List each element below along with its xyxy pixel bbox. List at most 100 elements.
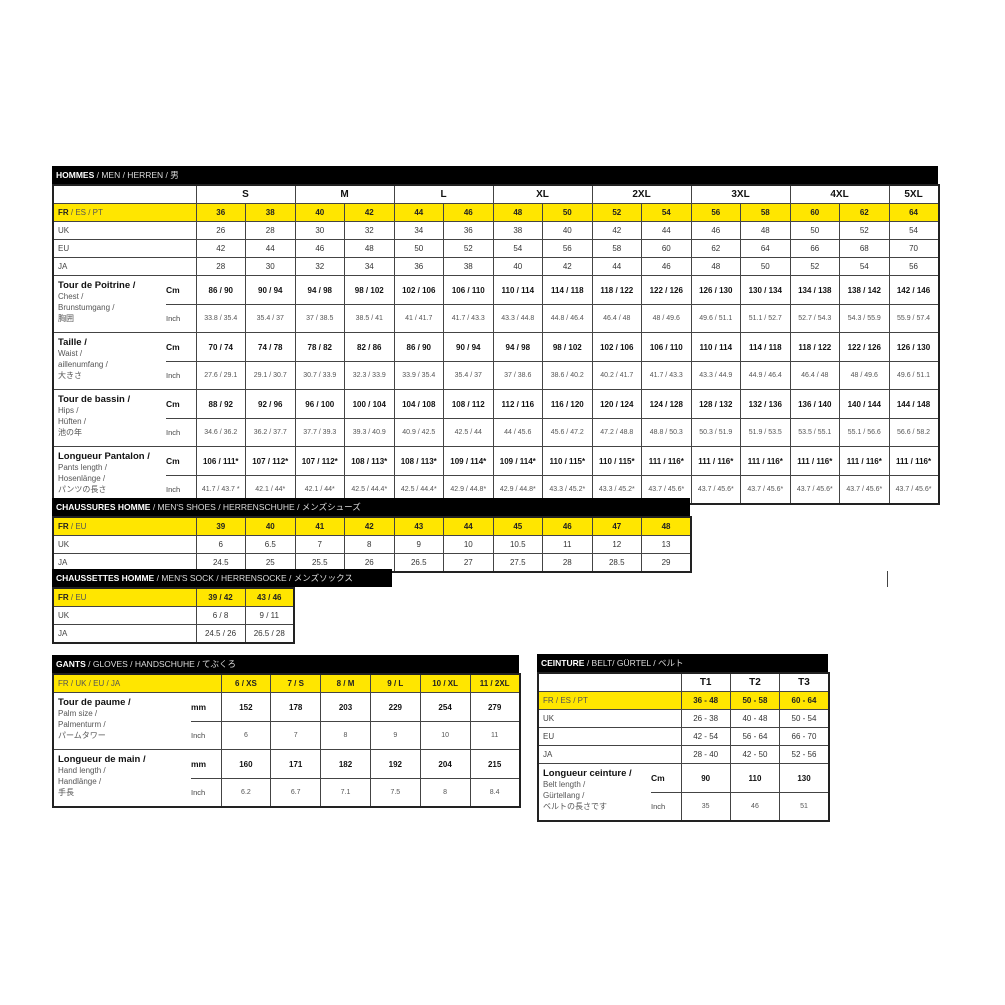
measure-value: 43.7 / 45.6* (690, 475, 742, 505)
measure-value: 74 / 78 (245, 332, 296, 362)
men-size-table: HOMMES / MEN / HERREN / 男 S M L XL 2XL 3XL 4XL 5… (52, 166, 940, 505)
size-group-xl: XL (492, 184, 593, 204)
measure-row-inch: Inch 27.6 / 29.1 29.1 / 30.7 30.7 / 33.9 32.… (53, 361, 940, 390)
measure-value: 52.7 / 54.3 (789, 304, 841, 333)
size-cell: 10.5 (492, 535, 544, 554)
size-cell: 26 (195, 221, 246, 240)
fr-size-cell: 42 (344, 203, 395, 222)
size-cell: 50 (740, 257, 791, 276)
size-cell: 13 (641, 535, 692, 554)
measure-value: 126 / 130 (888, 332, 940, 362)
fr-size-cell: 45 (492, 516, 544, 536)
fr-size-cell: 36 - 48 (680, 691, 731, 710)
measure-value: 132 / 136 (740, 389, 791, 419)
measure-value: 122 / 126 (641, 275, 692, 305)
size-group-t1: T1 (680, 672, 731, 692)
measure-label: Tour de bassin / Hips / Hüften / 池の年 (52, 389, 166, 447)
measure-value: 54.3 / 55.9 (839, 304, 890, 333)
fr-size-cell: 43 (393, 516, 445, 536)
header-title: CHAUSSURES HOMME (56, 502, 151, 512)
measure-translation: aillenumfang / (58, 360, 108, 369)
measure-value: 138 / 142 (839, 275, 890, 305)
size-row-eu: EU 42 - 54 56 - 64 66 - 70 (537, 727, 830, 746)
measure-value: 118 / 122 (591, 275, 643, 305)
measure-value: 46 (729, 792, 781, 822)
measure-value: 118 / 122 (789, 332, 841, 362)
measure-value: 108 / 113* (344, 446, 395, 476)
size-cell: 48 (690, 257, 742, 276)
size-cell: 38 (492, 221, 544, 240)
fr-size-row: FR / ES / PT 36 38 40 42 44 46 48 50 52 54 56 58 60 62… (52, 203, 940, 222)
unit-label: Inch (651, 792, 682, 822)
measure-translation: Hüften / (58, 417, 87, 426)
size-group-row: T1 T2 T3 (537, 672, 830, 692)
size-cell: 54 (839, 257, 890, 276)
measure-translation: Belt length / (543, 780, 586, 789)
measure-value: 46.4 / 48 (789, 361, 841, 390)
size-cell: 40 - 48 (729, 709, 781, 728)
measure-value: 144 / 148 (888, 389, 940, 419)
size-row-uk: UK 26 28 30 32 34 36 38 40 42 44 46 48 50 52 54 (52, 221, 940, 240)
measure-value: 110 / 114 (690, 332, 742, 362)
measure-value: 7.5 (369, 778, 421, 808)
measure-translation: Chest / (58, 292, 84, 301)
size-group-row: S M L XL 2XL 3XL 4XL 5XL (52, 184, 940, 204)
size-row-eu: EU 42 44 46 48 50 52 54 56 58 60 62 64 66 68 70 (52, 239, 940, 258)
measure-value: 6.7 (270, 778, 322, 808)
measure-value: 98 / 102 (344, 275, 395, 305)
measure-value: 108 / 112 (443, 389, 494, 419)
men-header: HOMMES / MEN / HERREN / 男 (52, 166, 938, 184)
unit-label: Inch (166, 304, 197, 333)
shoes-header: CHAUSSURES HOMME / MEN'S SHOES / HERRENS… (52, 498, 690, 516)
size-cell: 34 (393, 221, 445, 240)
measure-title: Tour de bassin / (58, 394, 131, 405)
measure-value: 90 / 94 (443, 332, 494, 362)
socks-header: CHAUSSETTES HOMME / MEN'S SOCK / HERRENS… (52, 569, 392, 587)
size-cell: 52 - 56 (779, 745, 830, 764)
fr-size-cell: 39 / 42 (195, 587, 246, 607)
measure-value: 48 / 49.6 (641, 304, 692, 333)
size-cell: 48 (344, 239, 395, 258)
measure-value: 136 / 140 (789, 389, 841, 419)
measure-value: 111 / 116* (839, 446, 890, 476)
size-row-uk: UK 26 - 38 40 - 48 50 - 54 (537, 709, 830, 728)
measure-value: 49.6 / 51.1 (888, 361, 940, 390)
measure-value: 192 (369, 749, 421, 779)
size-cell: 66 (789, 239, 841, 258)
measure-value: 48 / 49.6 (839, 361, 890, 390)
measure-value: 100 / 104 (344, 389, 395, 419)
measure-value: 104 / 108 (393, 389, 445, 419)
measure-value: 50.3 / 51.9 (690, 418, 742, 447)
measure-value: 110 / 115* (542, 446, 593, 476)
measure-value: 120 / 124 (591, 389, 643, 419)
measure-translation: Palmenturm / (58, 720, 106, 729)
measure-value: 30.7 / 33.9 (294, 361, 346, 390)
size-cell: 26.5 / 28 (244, 624, 295, 644)
size-group-m: M (294, 184, 395, 204)
measure-title: Longueur de main / (58, 754, 146, 765)
measure-title: Longueur Pantalon / (58, 451, 150, 462)
fr-size-cell: 60 (789, 203, 841, 222)
measure-value: 140 / 144 (839, 389, 890, 419)
row-label: UK (52, 221, 197, 240)
size-cell: 6.5 (245, 535, 296, 554)
measure-value: 142 / 146 (888, 275, 940, 305)
size-cell: 28 (245, 221, 296, 240)
fr-size-cell: 41 (294, 516, 346, 536)
size-group-l: L (393, 184, 494, 204)
measure-value: 88 / 92 (195, 389, 246, 419)
measure-row-inch: Inch 6.2 6.7 7.1 7.5 8 8.4 (53, 778, 521, 808)
measure-value: 56.6 / 58.2 (888, 418, 940, 447)
size-cell: 42 - 50 (729, 745, 781, 764)
size-cell: 30 (294, 221, 346, 240)
measure-value: 43.7 / 45.6* (888, 475, 940, 505)
measure-row-inch: Inch 6 7 8 9 10 11 (53, 721, 521, 750)
measure-value: 111 / 116* (740, 446, 791, 476)
measure-value: 98 / 102 (542, 332, 593, 362)
size-cell: 32 (294, 257, 346, 276)
measure-value: 109 / 114* (443, 446, 494, 476)
size-cell: 40 (492, 257, 544, 276)
measure-title: Taille / (58, 337, 87, 348)
size-cell: 54 (888, 221, 940, 240)
